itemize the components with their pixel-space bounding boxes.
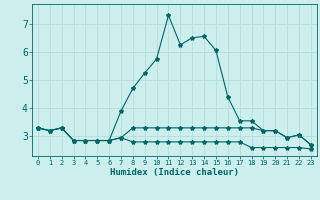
X-axis label: Humidex (Indice chaleur): Humidex (Indice chaleur) bbox=[110, 168, 239, 177]
